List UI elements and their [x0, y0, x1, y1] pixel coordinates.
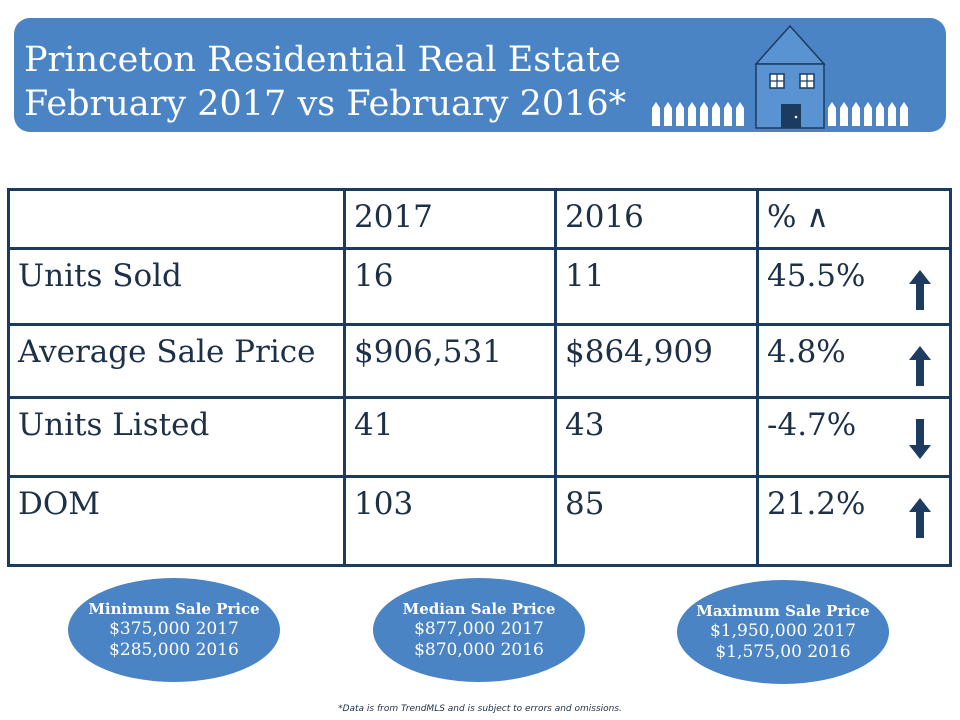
value-2016: 11 — [554, 247, 759, 326]
stats-table: 2017 2016 % ∧ Units Sold 16 11 45.5% Ave… — [7, 188, 952, 567]
minimum-sale-price-badge: Minimum Sale Price $375,000 2017 $285,00… — [68, 578, 280, 682]
footnote: *Data is from TrendMLS and is subject to… — [338, 704, 622, 714]
value-2017: 41 — [343, 396, 557, 478]
table-header-cell — [7, 188, 346, 250]
change-value: 21.2% — [767, 486, 866, 522]
row-label: Units Sold — [7, 247, 346, 326]
change-value: 4.8% — [767, 334, 846, 370]
table-row: DOM 103 85 21.2% — [7, 475, 952, 567]
table-row: Units Listed 41 43 -4.7% — [7, 396, 952, 478]
median-sale-price-badge: Median Sale Price $877,000 2017 $870,000… — [373, 578, 585, 682]
arrow-up-icon — [909, 498, 931, 538]
table-row: Units Sold 16 11 45.5% — [7, 247, 952, 326]
row-label: Average Sale Price — [7, 323, 346, 399]
change-cell: 4.8% — [756, 323, 952, 399]
header-banner: Princeton Residential Real Estate Februa… — [14, 18, 946, 132]
house-with-picket-fence-icon — [652, 24, 908, 129]
change-value: -4.7% — [767, 407, 857, 443]
row-label: Units Listed — [7, 396, 346, 478]
row-label: DOM — [7, 475, 346, 567]
badge-line: $870,000 2016 — [414, 640, 544, 660]
arrow-up-icon — [909, 346, 931, 386]
table-row: Average Sale Price $906,531 $864,909 4.8… — [7, 323, 952, 399]
badge-line: $285,000 2016 — [109, 640, 239, 660]
table-header-cell: 2017 — [343, 188, 557, 250]
badge-line: $1,950,000 2017 — [709, 621, 856, 641]
value-2017: 16 — [343, 247, 557, 326]
value-2017: 103 — [343, 475, 557, 567]
title-line-1: Princeton Residential Real Estate — [24, 40, 621, 80]
arrow-up-icon — [909, 270, 931, 310]
badge-line: $877,000 2017 — [414, 619, 544, 639]
badge-title: Median Sale Price — [402, 600, 556, 618]
badge-title: Minimum Sale Price — [88, 600, 260, 618]
table-header-cell: 2016 — [554, 188, 759, 250]
value-2017: $906,531 — [343, 323, 557, 399]
change-cell: 45.5% — [756, 247, 952, 326]
badge-line: $375,000 2017 — [109, 619, 239, 639]
table-header-row: 2017 2016 % ∧ — [7, 188, 952, 250]
value-2016: 85 — [554, 475, 759, 567]
change-cell: 21.2% — [756, 475, 952, 567]
badge-title: Maximum Sale Price — [696, 602, 870, 620]
page-title: Princeton Residential Real Estate Februa… — [24, 38, 626, 126]
badge-line: $1,575,00 2016 — [715, 642, 851, 662]
arrow-down-icon — [909, 419, 931, 459]
maximum-sale-price-badge: Maximum Sale Price $1,950,000 2017 $1,57… — [677, 580, 889, 684]
change-cell: -4.7% — [756, 396, 952, 478]
value-2016: $864,909 — [554, 323, 759, 399]
change-value: 45.5% — [767, 258, 866, 294]
value-2016: 43 — [554, 396, 759, 478]
table-header-cell: % ∧ — [756, 188, 952, 250]
title-line-2: February 2017 vs February 2016* — [24, 84, 627, 124]
